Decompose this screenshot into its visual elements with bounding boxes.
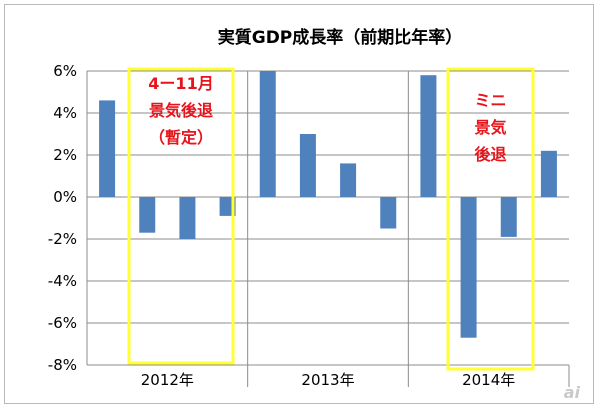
x-group-label: 2013年 (301, 371, 354, 389)
bars (99, 71, 557, 338)
gdp-bar-chart: 実質GDP成長率（前期比年率） 6% 4% 2% 0% -2% -4% -6% -8% 4ー1… (48, 27, 581, 402)
annotation-line: 後退 (474, 145, 506, 164)
y-tick-label: 4% (53, 104, 77, 122)
y-tick-label: -2% (48, 230, 77, 248)
annotation-line: 景気後退 (149, 101, 213, 120)
chart-frame: 実質GDP成長率（前期比年率） 6% 4% 2% 0% -2% -4% -6% -8% 4ー1… (4, 4, 594, 404)
bar (380, 197, 397, 229)
y-tick-label: -8% (48, 356, 77, 374)
annotation-line: 4ー11月 (148, 74, 213, 93)
bar (179, 197, 196, 239)
y-tick-label: 0% (53, 188, 77, 206)
y-tick-label: -6% (48, 314, 77, 332)
bar (299, 134, 316, 197)
y-tick-label: 2% (53, 146, 77, 164)
bar (340, 163, 357, 197)
bar (540, 150, 557, 197)
bar (99, 100, 116, 197)
x-axis-ticks: 2012年 2013年 2014年 (141, 371, 516, 389)
highlight-box (127, 67, 235, 365)
year-separators (247, 71, 570, 387)
logo-text: ai (564, 383, 581, 402)
y-axis-ticks: 6% 4% 2% 0% -2% -4% -6% -8% (48, 62, 77, 374)
bar (420, 75, 437, 197)
annotation-line: （暫定） (149, 128, 213, 147)
highlight-box (446, 67, 535, 371)
annotation-line: ミニ (474, 91, 506, 110)
x-group-label: 2014年 (462, 371, 515, 389)
y-tick-label: -4% (48, 272, 77, 290)
bar (460, 197, 477, 338)
bar (500, 197, 517, 237)
annotation-line: 景気 (474, 118, 506, 137)
grid-lines (86, 70, 569, 366)
bar (259, 71, 276, 197)
chart-title: 実質GDP成長率（前期比年率） (218, 27, 463, 48)
y-tick-label: 6% (53, 62, 77, 80)
x-group-label: 2012年 (141, 371, 194, 389)
bar (139, 197, 156, 233)
